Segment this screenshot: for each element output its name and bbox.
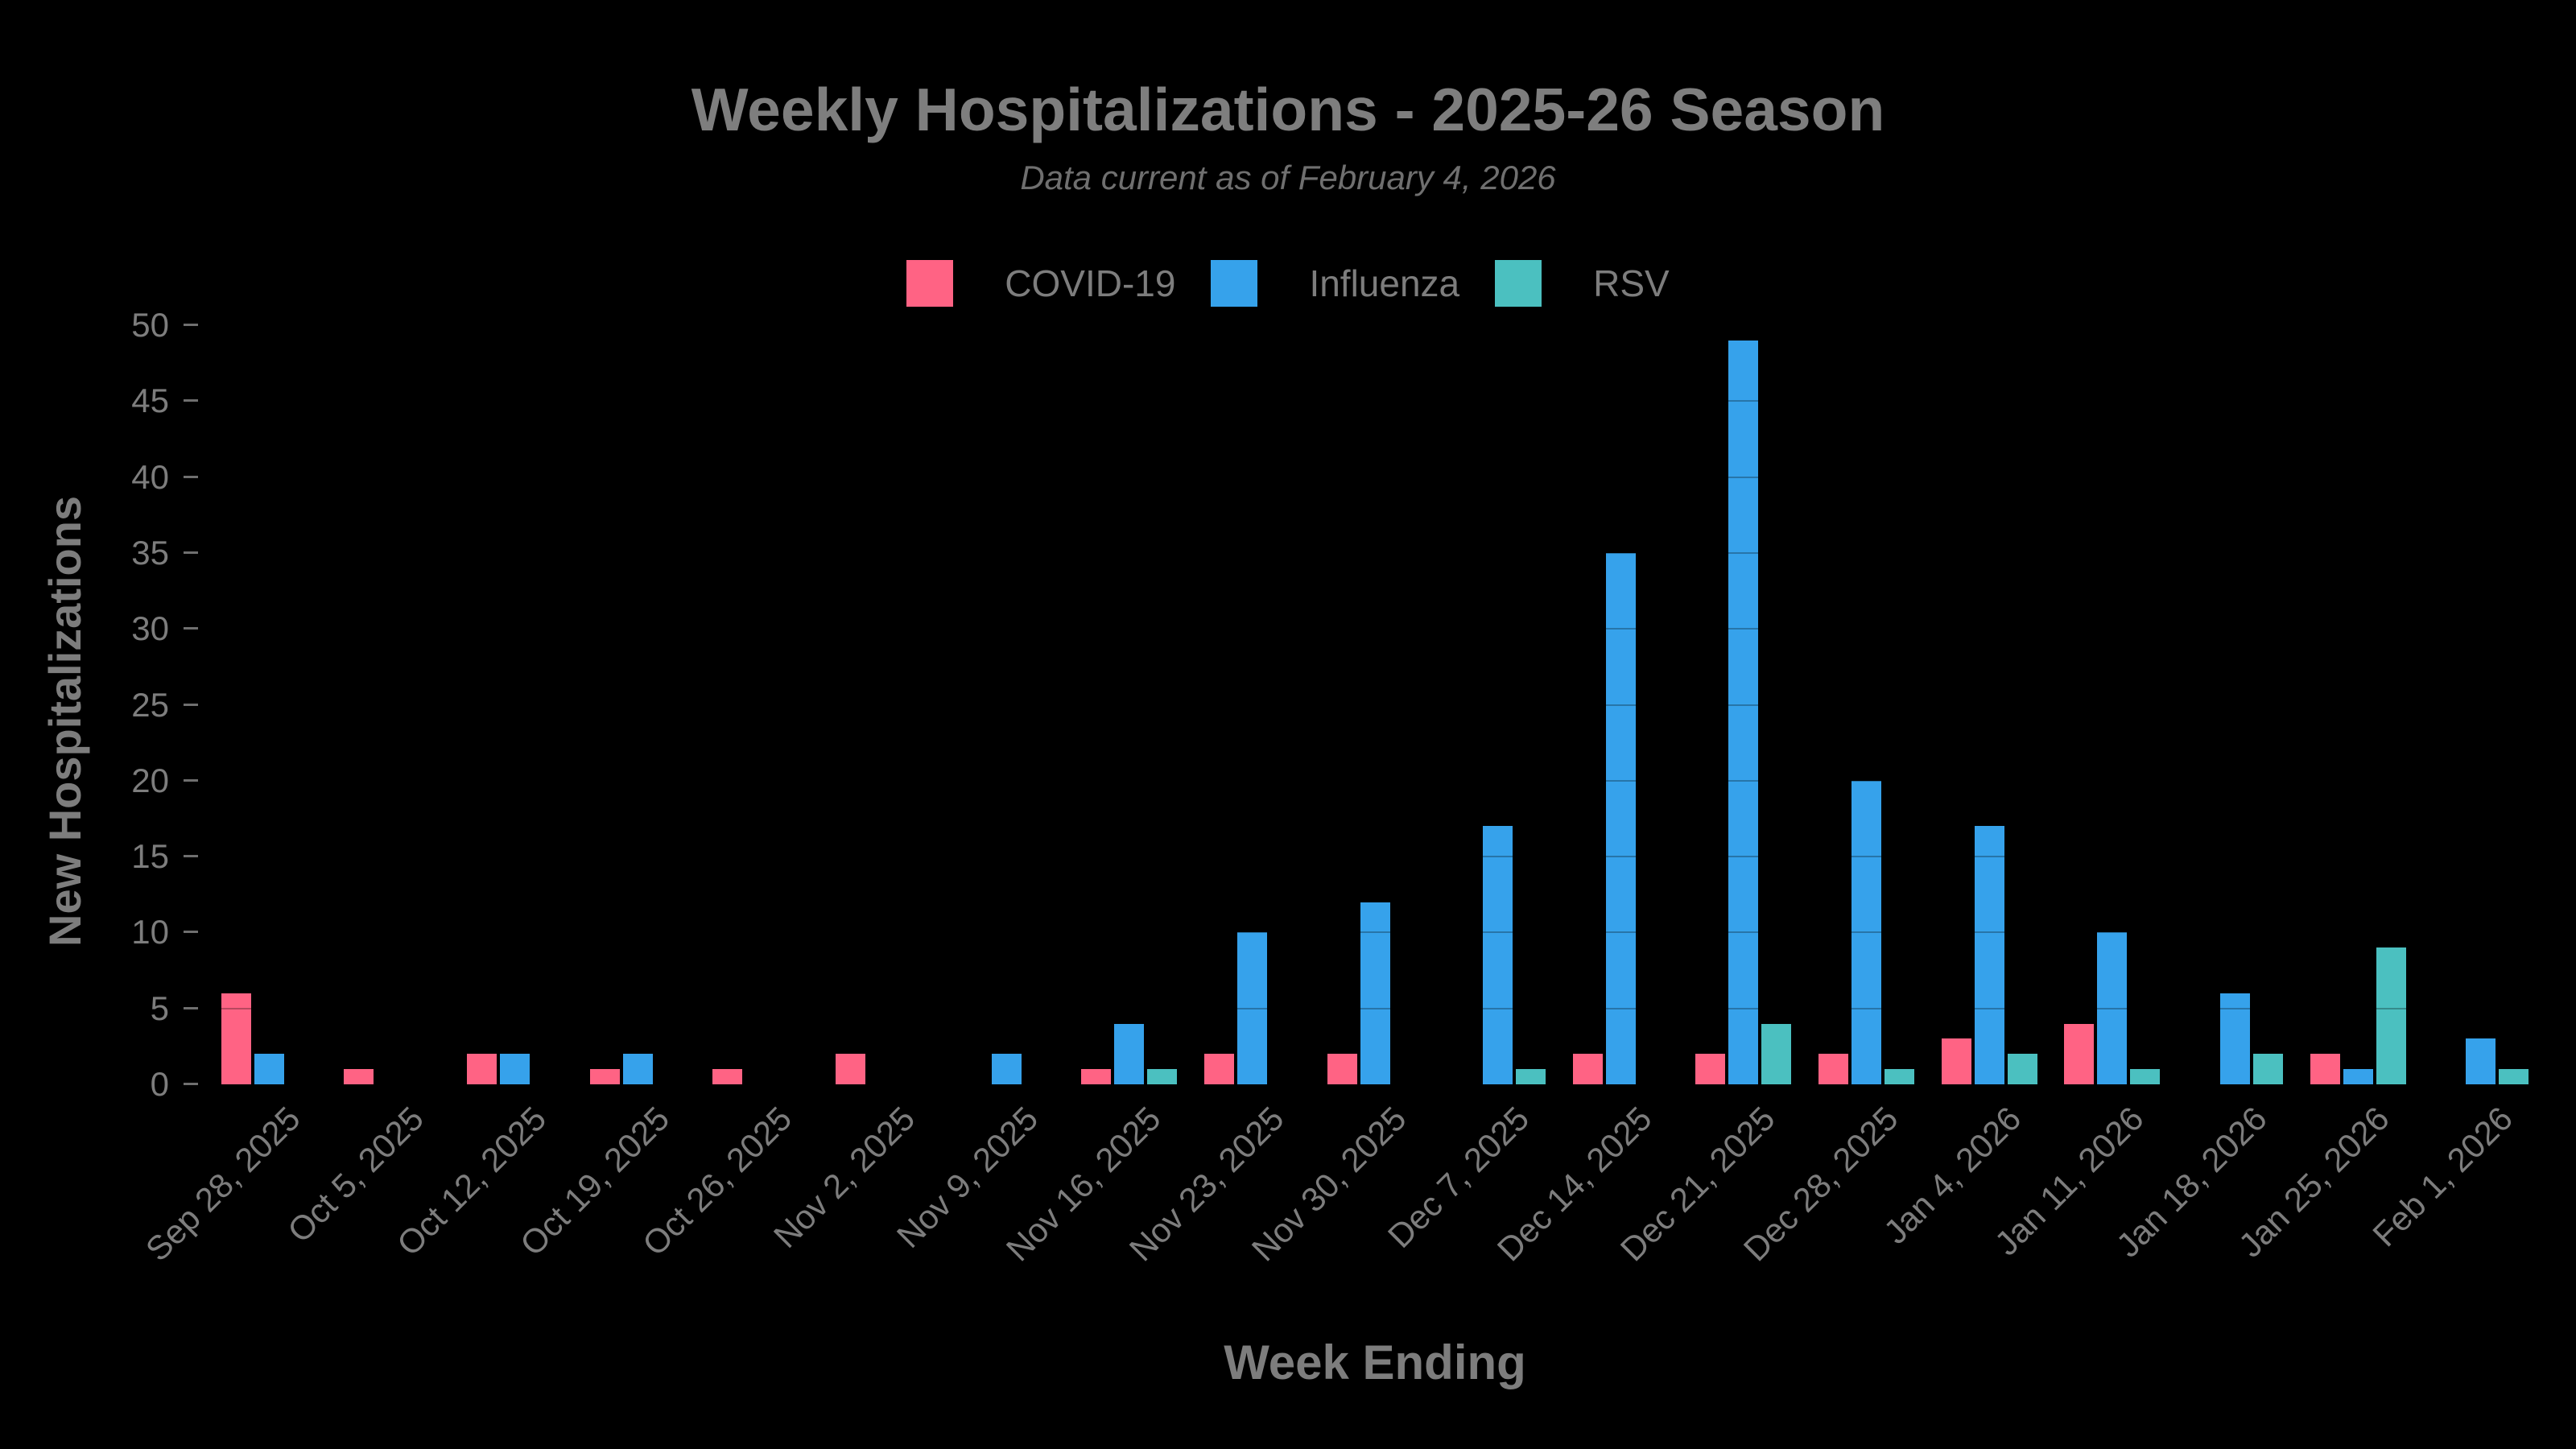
bar-rsv-jan-18-2026 [2252, 1054, 2283, 1084]
legend-swatch-rsv [1495, 260, 1542, 307]
bar-covid-19-dec-14-2025 [1572, 1054, 1603, 1084]
bar-influenza-dec-28-2025 [1852, 780, 1882, 1084]
gridline [208, 856, 2542, 858]
bar-influenza-jan-11-2026 [2097, 932, 2128, 1084]
y-tick-mark [184, 1006, 198, 1009]
bar-influenza-dec-7-2025 [1483, 826, 1513, 1084]
y-tick-mark [184, 324, 198, 326]
legend-label-rsv: RSV [1593, 262, 1670, 304]
gridline [208, 324, 2542, 326]
chart-title: Weekly Hospitalizations - 2025-26 Season [691, 76, 1885, 143]
bar-influenza-jan-18-2026 [2219, 993, 2250, 1084]
legend: COVID-19 Influenza RSV [0, 260, 2576, 307]
y-tick-mark [184, 1083, 198, 1085]
bar-influenza-oct-19-2025 [622, 1054, 653, 1084]
legend-swatch-covid-19 [906, 260, 954, 307]
chart-subtitle: Data current as of February 4, 2026 [1020, 159, 1556, 196]
bar-rsv-dec-21-2025 [1761, 1023, 1792, 1084]
gridline [208, 779, 2542, 782]
gridline [208, 1007, 2542, 1009]
bar-influenza-nov-23-2025 [1236, 932, 1267, 1084]
bar-rsv-jan-11-2026 [2130, 1069, 2161, 1084]
bar-covid-19-dec-28-2025 [1818, 1054, 1849, 1084]
bar-influenza-nov-30-2025 [1360, 902, 1390, 1084]
y-tick-mark [184, 551, 198, 554]
bar-covid-19-nov-30-2025 [1327, 1054, 1357, 1084]
bar-covid-19-jan-4-2026 [1941, 1038, 1971, 1084]
gridline [208, 628, 2542, 630]
y-tick-label: 45 [131, 382, 169, 420]
legend-item-covid-19: COVID-19 [906, 260, 1175, 307]
bar-covid-19-sep-28-2025 [221, 993, 251, 1084]
y-tick-mark [184, 399, 198, 402]
gridline [208, 551, 2542, 554]
bar-influenza-nov-16-2025 [1114, 1023, 1145, 1084]
legend-label-covid-19: COVID-19 [1005, 262, 1176, 304]
y-tick-mark [184, 627, 198, 630]
bar-rsv-feb-1-2026 [2499, 1069, 2529, 1084]
bar-influenza-dec-21-2025 [1728, 340, 1759, 1084]
bar-covid-19-oct-26-2025 [712, 1069, 743, 1084]
y-tick-label: 10 [131, 913, 169, 952]
y-tick-mark [184, 703, 198, 706]
y-tick-label: 0 [150, 1065, 169, 1103]
gridline [208, 704, 2542, 706]
bar-influenza-nov-9-2025 [991, 1054, 1022, 1084]
bar-influenza-feb-1-2026 [2466, 1038, 2496, 1084]
bar-influenza-sep-28-2025 [254, 1054, 284, 1084]
bar-rsv-dec-28-2025 [1885, 1069, 1915, 1084]
x-tick-text: Sep 28, 2025 [138, 1099, 308, 1269]
bar-influenza-jan-4-2026 [1974, 826, 2004, 1084]
bar-rsv-jan-25-2026 [2376, 947, 2406, 1084]
bar-covid-19-oct-12-2025 [467, 1054, 497, 1084]
bar-rsv-nov-16-2025 [1147, 1069, 1178, 1084]
y-tick-mark [184, 855, 198, 858]
y-tick-label: 25 [131, 685, 169, 724]
bar-covid-19-nov-23-2025 [1203, 1054, 1234, 1084]
bar-influenza-jan-25-2026 [2343, 1069, 2373, 1084]
y-tick-label: 30 [131, 609, 169, 648]
bar-covid-19-oct-19-2025 [589, 1069, 620, 1084]
bar-covid-19-oct-5-2025 [344, 1069, 374, 1084]
y-tick-label: 20 [131, 761, 169, 799]
legend-item-influenza: Influenza [1211, 260, 1459, 307]
bar-influenza-dec-14-2025 [1605, 552, 1636, 1084]
legend-swatch-influenza [1211, 260, 1258, 307]
x-axis-title: Week Ending [1224, 1335, 1526, 1389]
bar-covid-19-nov-2-2025 [835, 1054, 865, 1084]
bar-covid-19-jan-11-2026 [2064, 1023, 2095, 1084]
legend-label-influenza: Influenza [1309, 262, 1460, 304]
bar-covid-19-jan-25-2026 [2310, 1054, 2340, 1084]
y-tick-label: 35 [131, 533, 169, 572]
bar-rsv-dec-7-2025 [1516, 1069, 1546, 1084]
y-tick-label: 15 [131, 837, 169, 876]
y-tick-mark [184, 931, 198, 934]
gridline [208, 476, 2542, 478]
bar-rsv-jan-4-2026 [2007, 1054, 2037, 1084]
y-tick-mark [184, 475, 198, 478]
y-tick-label: 40 [131, 457, 169, 496]
gridline [208, 400, 2542, 402]
y-tick-label: 50 [131, 306, 169, 344]
y-tick-mark [184, 778, 198, 782]
bar-influenza-oct-12-2025 [500, 1054, 530, 1084]
gridline [208, 931, 2542, 934]
legend-item-rsv: RSV [1495, 260, 1670, 307]
bar-covid-19-dec-21-2025 [1695, 1054, 1726, 1084]
bar-covid-19-nov-16-2025 [1081, 1069, 1112, 1084]
y-tick-label: 5 [150, 989, 169, 1027]
